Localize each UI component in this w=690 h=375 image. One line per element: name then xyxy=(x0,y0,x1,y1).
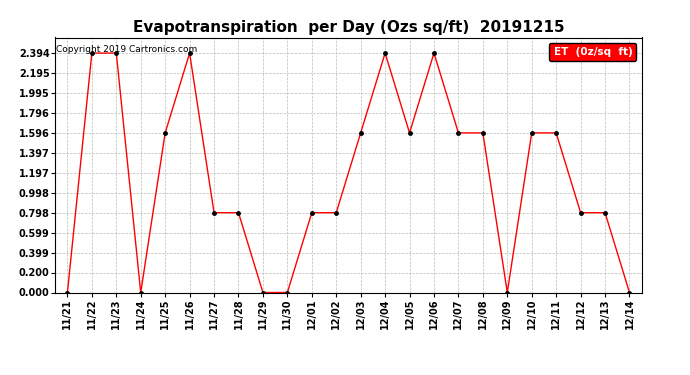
Title: Evapotranspiration  per Day (Ozs sq/ft)  20191215: Evapotranspiration per Day (Ozs sq/ft) 2… xyxy=(132,20,564,35)
Legend: ET  (0z/sq  ft): ET (0z/sq ft) xyxy=(549,43,636,61)
Text: Copyright 2019 Cartronics.com: Copyright 2019 Cartronics.com xyxy=(56,45,197,54)
